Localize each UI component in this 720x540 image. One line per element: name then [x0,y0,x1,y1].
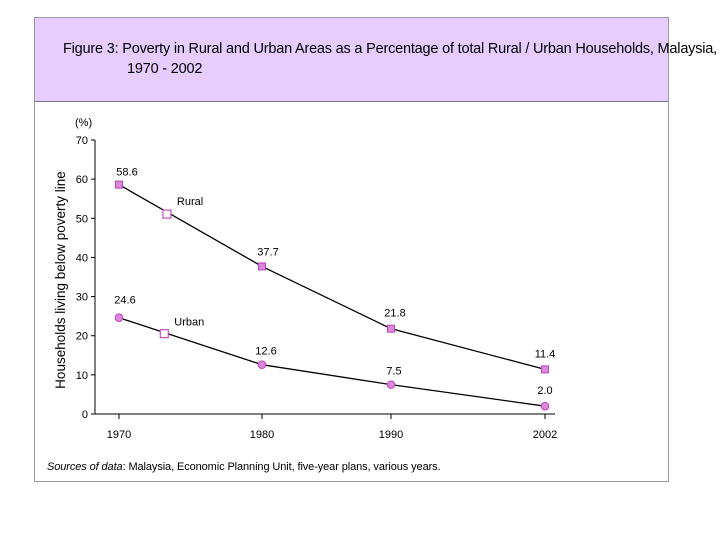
y-tick-label: 0 [82,409,88,421]
data-label: 2.0 [537,385,552,397]
y-tick-label: 30 [76,292,88,304]
y-tick-label: 70 [76,135,88,147]
y-tick-label: 40 [76,252,88,264]
rural-line [118,184,546,371]
source-text: : Malaysia, Economic Planning Unit, five… [122,461,441,473]
rural-point [541,365,549,374]
series-rural: 58.6 37.7 21.8 11.4 Rural [115,167,556,374]
x-tick-label: 1980 [250,429,274,441]
line-chart: 0 10 20 30 40 50 60 70 1970 1980 1990 2002 58.6 37.7… [53,117,557,441]
rural-point [258,262,266,271]
urban-line [118,317,546,407]
y-tick-label: 50 [76,213,88,225]
urban-series-label: Urban [174,317,204,329]
y-tick-label: 60 [76,174,88,186]
rural-point [387,324,395,333]
source-label: Sources of data [47,461,123,473]
y-axis-unit: (%) [75,117,92,129]
axes: 0 10 20 30 40 50 60 70 1970 1980 1990 2002 [76,135,557,441]
rural-series-label: Rural [177,196,203,208]
rural-legend-marker [162,209,172,219]
data-label: 11.4 [535,348,556,360]
urban-legend-marker [159,329,169,339]
x-tick-label: 1970 [107,429,131,441]
figure-frame: Figure 3: Poverty in Rural and Urban Are… [34,17,717,482]
urban-point [540,401,550,411]
urban-point [386,380,396,389]
rural-point [115,180,123,189]
series-layer: 58.6 37.7 21.8 11.4 Rural 24.6 12.6 7.5 2.0 Urban [114,167,556,411]
data-label: 21.8 [384,308,405,320]
data-label: 12.6 [255,346,276,358]
y-tick-label: 10 [76,370,88,382]
x-tick-label: 2002 [533,429,557,441]
series-urban: 24.6 12.6 7.5 2.0 Urban [114,295,553,411]
data-label: 58.6 [116,167,137,179]
title-box: Figure 3: Poverty in Rural and Urban Are… [35,18,717,102]
y-axis-label: Households living below poverty line [53,171,68,389]
chart-title-line-2: 1970 - 2002 [127,61,203,77]
data-label: 24.6 [114,295,135,307]
x-tick-label: 1990 [379,429,403,441]
urban-point [114,313,124,323]
chart-title-line-1: Figure 3: Poverty in Rural and Urban Are… [63,41,717,57]
source-note: Sources of data: Malaysia, Economic Plan… [47,461,441,473]
y-tick-label: 20 [76,331,88,343]
data-label: 7.5 [386,366,401,378]
data-label: 37.7 [257,246,278,258]
urban-point [257,360,267,369]
